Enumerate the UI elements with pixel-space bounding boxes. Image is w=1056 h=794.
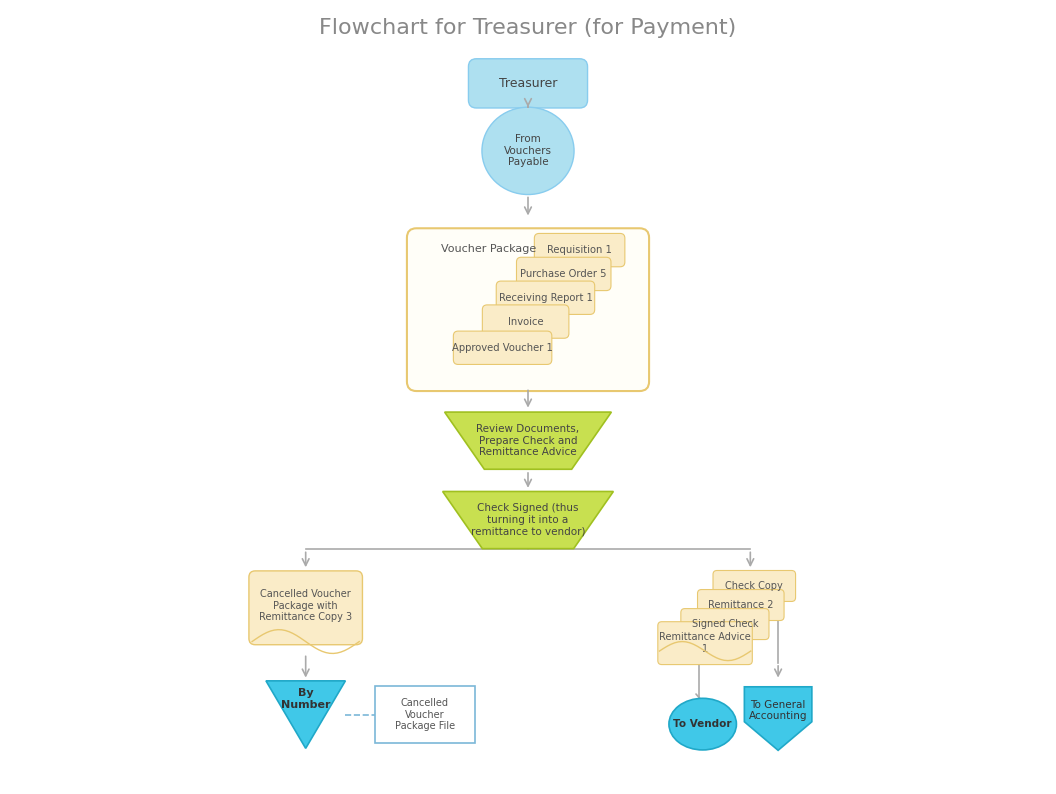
Text: Requisition 1: Requisition 1 (547, 245, 612, 255)
Text: Treasurer: Treasurer (498, 77, 558, 90)
FancyBboxPatch shape (698, 589, 784, 621)
FancyBboxPatch shape (681, 608, 769, 640)
FancyBboxPatch shape (658, 622, 752, 665)
Text: To Vendor: To Vendor (674, 719, 732, 729)
Text: Remittance 2: Remittance 2 (708, 600, 774, 610)
Text: Remittance Advice
1: Remittance Advice 1 (659, 632, 751, 654)
Polygon shape (442, 491, 614, 549)
Text: Voucher Package: Voucher Package (440, 245, 536, 254)
Text: Invoice: Invoice (508, 317, 544, 326)
Ellipse shape (668, 699, 736, 750)
FancyBboxPatch shape (496, 281, 595, 314)
FancyBboxPatch shape (249, 571, 362, 645)
Text: Cancelled
Voucher
Package File: Cancelled Voucher Package File (395, 698, 455, 731)
Text: Purchase Order 5: Purchase Order 5 (521, 269, 607, 279)
Text: To General
Accounting: To General Accounting (749, 700, 808, 722)
FancyBboxPatch shape (375, 686, 475, 743)
Polygon shape (266, 680, 345, 748)
FancyBboxPatch shape (713, 570, 795, 602)
Text: Flowchart for Treasurer (for Payment): Flowchart for Treasurer (for Payment) (319, 17, 737, 38)
FancyBboxPatch shape (453, 331, 552, 364)
FancyBboxPatch shape (516, 257, 611, 291)
FancyBboxPatch shape (483, 305, 569, 338)
Text: Signed Check: Signed Check (692, 619, 758, 629)
Text: Check Copy: Check Copy (725, 581, 784, 591)
FancyBboxPatch shape (534, 233, 625, 267)
Text: Cancelled Voucher
Package with
Remittance Copy 3: Cancelled Voucher Package with Remittanc… (259, 589, 353, 622)
Polygon shape (445, 412, 611, 469)
Text: Approved Voucher 1: Approved Voucher 1 (452, 343, 553, 353)
FancyBboxPatch shape (407, 229, 649, 391)
FancyBboxPatch shape (469, 59, 587, 108)
Text: Receiving Report 1: Receiving Report 1 (498, 293, 592, 303)
Text: Check Signed (thus
turning it into a
remittance to vendor): Check Signed (thus turning it into a rem… (471, 503, 585, 537)
Text: Review Documents,
Prepare Check and
Remittance Advice: Review Documents, Prepare Check and Remi… (476, 424, 580, 457)
Polygon shape (744, 687, 812, 750)
Text: From
Vouchers
Payable: From Vouchers Payable (504, 134, 552, 168)
Ellipse shape (482, 107, 574, 195)
Text: By
Number: By Number (281, 688, 331, 710)
